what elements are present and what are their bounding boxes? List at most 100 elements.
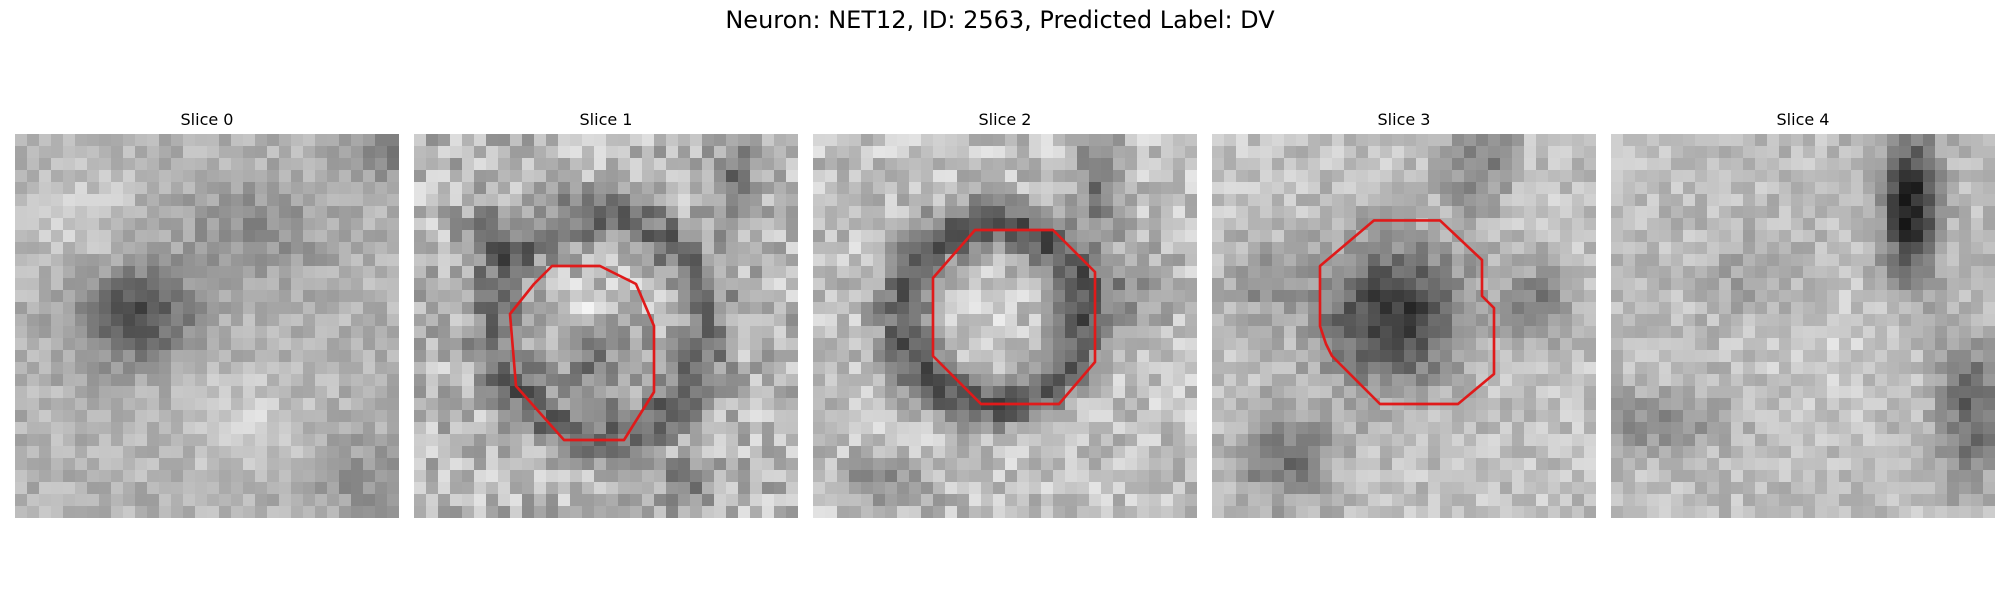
image-pixel bbox=[195, 206, 208, 219]
image-pixel bbox=[1791, 386, 1804, 399]
image-pixel bbox=[1707, 254, 1720, 267]
image-pixel bbox=[486, 482, 499, 495]
image-pixel bbox=[1536, 158, 1549, 171]
image-pixel bbox=[762, 194, 775, 207]
image-pixel bbox=[1560, 278, 1573, 291]
image-pixel bbox=[1572, 434, 1585, 447]
image-pixel bbox=[534, 338, 547, 351]
image-pixel bbox=[873, 410, 886, 423]
image-pixel bbox=[1137, 206, 1150, 219]
image-pixel bbox=[1695, 206, 1708, 219]
image-pixel bbox=[1320, 146, 1333, 159]
image-pixel bbox=[1827, 254, 1840, 267]
image-pixel bbox=[462, 362, 475, 375]
image-pixel bbox=[207, 290, 220, 303]
image-pixel bbox=[1548, 494, 1561, 507]
image-pixel bbox=[510, 398, 523, 411]
image-pixel bbox=[1101, 326, 1114, 339]
image-pixel bbox=[1863, 134, 1876, 147]
image-pixel bbox=[1935, 326, 1948, 339]
slice-image bbox=[813, 134, 1197, 518]
image-pixel bbox=[546, 230, 559, 243]
image-pixel bbox=[849, 434, 862, 447]
image-pixel bbox=[171, 434, 184, 447]
image-pixel bbox=[1584, 470, 1596, 483]
image-pixel bbox=[1659, 458, 1672, 471]
image-pixel bbox=[1983, 170, 1995, 183]
image-pixel bbox=[1224, 494, 1237, 507]
image-pixel bbox=[957, 422, 970, 435]
image-pixel bbox=[1731, 242, 1744, 255]
image-pixel bbox=[825, 302, 838, 315]
image-pixel bbox=[1053, 446, 1066, 459]
image-pixel bbox=[837, 242, 850, 255]
image-pixel bbox=[474, 290, 487, 303]
image-pixel bbox=[1779, 386, 1792, 399]
image-pixel bbox=[1863, 170, 1876, 183]
image-pixel bbox=[462, 386, 475, 399]
image-pixel bbox=[1308, 338, 1321, 351]
image-pixel bbox=[1476, 206, 1489, 219]
image-pixel bbox=[498, 326, 511, 339]
image-pixel bbox=[498, 182, 511, 195]
image-pixel bbox=[1635, 146, 1648, 159]
image-pixel bbox=[666, 278, 679, 291]
image-pixel bbox=[1635, 374, 1648, 387]
image-pixel bbox=[1887, 230, 1900, 243]
image-pixel bbox=[1695, 242, 1708, 255]
image-pixel bbox=[921, 350, 934, 363]
image-pixel bbox=[1173, 182, 1186, 195]
image-pixel bbox=[1356, 182, 1369, 195]
image-pixel bbox=[1137, 194, 1150, 207]
image-pixel bbox=[27, 362, 40, 375]
image-pixel bbox=[654, 434, 667, 447]
image-pixel bbox=[195, 182, 208, 195]
image-pixel bbox=[678, 182, 691, 195]
image-pixel bbox=[813, 446, 826, 459]
image-pixel bbox=[642, 230, 655, 243]
image-pixel bbox=[1284, 458, 1297, 471]
image-pixel bbox=[618, 446, 631, 459]
image-pixel bbox=[1440, 374, 1453, 387]
image-pixel bbox=[873, 470, 886, 483]
image-pixel bbox=[1923, 446, 1936, 459]
image-pixel bbox=[1671, 422, 1684, 435]
image-pixel bbox=[1584, 134, 1596, 147]
image-pixel bbox=[522, 434, 535, 447]
image-pixel bbox=[522, 482, 535, 495]
image-pixel bbox=[1332, 434, 1345, 447]
image-pixel bbox=[945, 434, 958, 447]
image-pixel bbox=[414, 410, 427, 423]
image-pixel bbox=[1683, 446, 1696, 459]
image-pixel bbox=[1284, 470, 1297, 483]
image-pixel bbox=[1743, 278, 1756, 291]
image-pixel bbox=[1101, 434, 1114, 447]
image-pixel bbox=[1659, 434, 1672, 447]
image-pixel bbox=[255, 434, 268, 447]
image-pixel bbox=[1671, 386, 1684, 399]
image-pixel bbox=[957, 278, 970, 291]
image-pixel bbox=[1332, 146, 1345, 159]
image-pixel bbox=[1344, 254, 1357, 267]
image-pixel bbox=[303, 398, 316, 411]
image-pixel bbox=[1947, 170, 1960, 183]
image-pixel bbox=[678, 206, 691, 219]
image-pixel bbox=[315, 398, 328, 411]
image-pixel bbox=[1416, 314, 1429, 327]
image-pixel bbox=[1839, 266, 1852, 279]
image-pixel bbox=[738, 326, 751, 339]
image-pixel bbox=[630, 158, 643, 171]
image-pixel bbox=[654, 170, 667, 183]
image-pixel bbox=[1149, 230, 1162, 243]
image-pixel bbox=[1173, 374, 1186, 387]
image-pixel bbox=[762, 422, 775, 435]
image-pixel bbox=[1296, 158, 1309, 171]
image-pixel bbox=[1947, 446, 1960, 459]
image-pixel bbox=[1380, 170, 1393, 183]
image-pixel bbox=[1875, 314, 1888, 327]
image-pixel bbox=[1440, 494, 1453, 507]
image-pixel bbox=[1635, 290, 1648, 303]
image-pixel bbox=[570, 170, 583, 183]
image-pixel bbox=[414, 434, 427, 447]
image-pixel bbox=[123, 278, 136, 291]
